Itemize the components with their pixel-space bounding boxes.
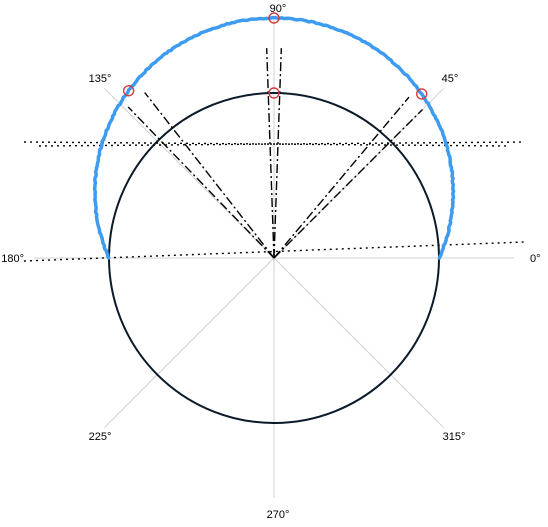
angle-label: 45° [442, 73, 459, 85]
angle-label: 90° [270, 3, 287, 15]
polar-chart: 0° 45° 90° 135° 180° 225° 270° 315° [0, 0, 548, 527]
chart-svg: 0° 45° 90° 135° 180° 225° 270° 315° [0, 0, 548, 527]
angle-label: 0° [530, 253, 541, 265]
angle-label: 315° [443, 431, 466, 443]
angle-label: 225° [89, 431, 112, 443]
angle-label: 135° [89, 73, 112, 85]
angle-label: 180° [1, 253, 24, 265]
angle-label: 270° [267, 509, 290, 521]
